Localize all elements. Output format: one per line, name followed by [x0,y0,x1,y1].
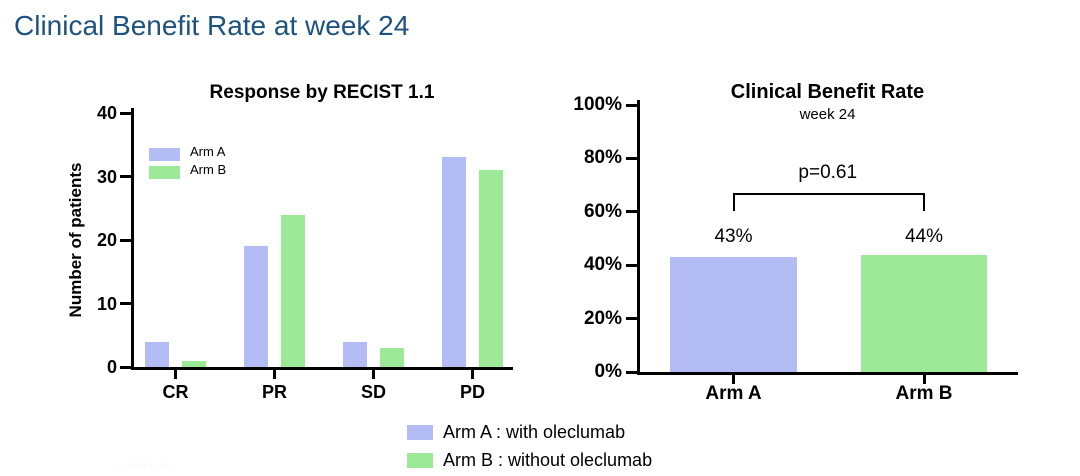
recist-response-chart: Response by RECIST 1.1 Number of patients… [60,80,530,420]
legend-swatch-arm-b [149,166,180,179]
legend-item-arm-b: Arm B : without oleclumab [407,446,652,474]
y-tick-label: 0% [594,361,622,382]
significance-bracket-top [732,193,925,195]
illegible-watermark: ·· ·· ··· ·· · ·· [118,461,173,468]
significance-bracket-left [732,193,735,211]
bar-arm-a [145,341,169,367]
arm-b-legend-label: Arm B : without oleclumab [443,449,653,470]
y-tick [626,263,637,267]
p-value-label: p=0.61 [798,162,858,183]
y-tick [120,111,131,115]
y-tick-label: 60% [583,200,622,222]
bar-arm-b [380,347,404,367]
category-label: CR [162,382,189,402]
x-tick [372,370,375,379]
bar-arm-b [479,170,503,367]
x-axis-line [131,367,513,370]
y-axis-line [637,100,640,375]
x-tick [732,375,735,384]
y-tick [120,238,131,242]
bar-arm-a [442,157,466,367]
y-axis-line [131,108,134,370]
arm-a-legend-label: Arm A : with oleclumab [443,421,626,442]
y-tick-label: 20% [583,307,622,329]
y-tick-label: 0 [106,357,117,377]
y-tick [120,365,131,369]
arm-legend: Arm A : with oleclumab Arm B : without o… [407,418,652,474]
bar-arm-b [182,360,206,367]
category-label: PD [459,382,485,402]
x-tick [273,370,276,379]
y-tick-label: 80% [583,147,622,169]
chart-title: Clinical Benefit Rate [730,81,925,103]
y-tick [626,103,637,107]
y-tick [626,156,637,160]
legend-label-arm-a: Arm A [190,144,226,159]
x-tick [471,370,474,379]
y-tick-label: 40% [583,254,622,276]
bar-arm-a [343,341,367,367]
bar-value-label: 43% [714,226,753,247]
x-tick [174,370,177,379]
y-tick [120,175,131,178]
y-tick-label: 40 [96,103,117,123]
bar-arm-a [670,257,797,372]
arm-a-swatch [407,424,433,440]
y-tick [626,210,637,214]
significance-bracket-right [923,193,925,211]
y-tick [120,302,131,305]
y-tick-label: 20 [96,230,117,250]
x-tick [922,375,926,384]
category-label: Arm B [895,383,953,404]
y-tick-label: 30 [96,166,117,187]
category-label: PR [261,382,287,402]
legend-swatch-arm-a [149,148,180,161]
legend-label-arm-b: Arm B [190,162,227,177]
x-axis-line [637,372,1018,375]
arm-b-swatch [407,452,433,468]
bar-value-label: 44% [904,226,944,247]
clinical-benefit-rate-chart: Clinical Benefit Rate week 24 0% 20% 40% 60% 8… [560,80,1040,420]
chart-title: Response by RECIST 1.1 [209,82,435,103]
category-label: SD [360,382,386,402]
bar-arm-b [281,214,305,367]
y-tick-label: 10 [96,293,117,314]
bar-arm-b [861,254,987,372]
page-title: Clinical Benefit Rate at week 24 [14,10,410,41]
bar-arm-a [244,246,268,367]
y-tick [626,370,637,374]
chart-subtitle: week 24 [799,106,856,123]
legend-item-arm-a: Arm A : with oleclumab [407,418,652,446]
y-tick [626,317,637,321]
category-label: Arm A [705,383,762,404]
y-tick-label: 100% [573,94,622,115]
